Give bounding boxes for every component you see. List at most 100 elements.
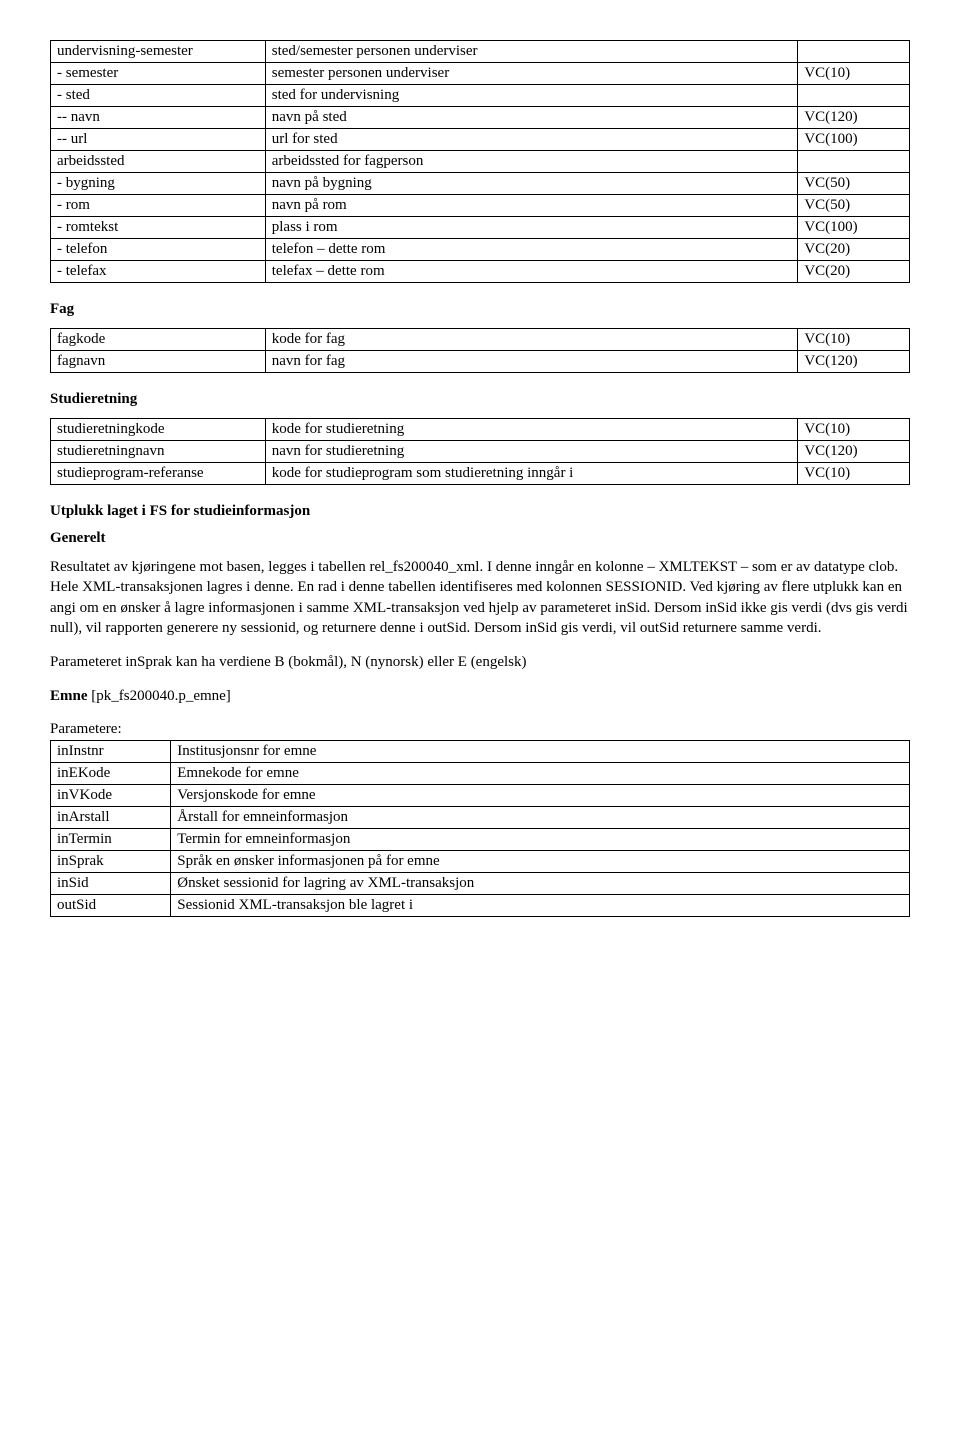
table-row: inVKodeVersjonskode for emne: [51, 784, 910, 806]
cell: [798, 151, 910, 173]
cell: inVKode: [51, 784, 171, 806]
cell: inSprak: [51, 850, 171, 872]
cell: outSid: [51, 894, 171, 916]
table-fagperson: undervisning-semestersted/semester perso…: [50, 40, 910, 283]
table-row: inSprakSpråk en ønsker informasjonen på …: [51, 850, 910, 872]
cell: VC(100): [798, 217, 910, 239]
cell: arbeidssted: [51, 151, 266, 173]
cell: - sted: [51, 85, 266, 107]
heading-parametere: Parametere:: [50, 721, 910, 738]
cell: Institusjonsnr for emne: [171, 740, 910, 762]
table-row: - telefaxtelefax – dette romVC(20): [51, 261, 910, 283]
cell: VC(50): [798, 173, 910, 195]
table-row: - romtekstplass i romVC(100): [51, 217, 910, 239]
table-row: studieprogram-referansekode for studiepr…: [51, 463, 910, 485]
cell: kode for fag: [265, 329, 798, 351]
cell: sted/semester personen underviser: [265, 41, 798, 63]
cell: inTermin: [51, 828, 171, 850]
cell: inArstall: [51, 806, 171, 828]
table-parametere: inInstnrInstitusjonsnr for emne inEKodeE…: [50, 740, 910, 917]
table-row: studieretningnavnnavn for studieretningV…: [51, 441, 910, 463]
cell: inSid: [51, 872, 171, 894]
heading-emne: Emne [pk_fs200040.p_emne]: [50, 686, 910, 706]
cell: semester personen underviser: [265, 63, 798, 85]
cell: inInstnr: [51, 740, 171, 762]
cell: VC(50): [798, 195, 910, 217]
cell: navn på rom: [265, 195, 798, 217]
cell: Emnekode for emne: [171, 762, 910, 784]
cell: -- url: [51, 129, 266, 151]
table-row: - bygningnavn på bygningVC(50): [51, 173, 910, 195]
table-row: arbeidsstedarbeidssted for fagperson: [51, 151, 910, 173]
cell: - rom: [51, 195, 266, 217]
cell: Språk en ønsker informasjonen på for emn…: [171, 850, 910, 872]
heading-utplukk: Utplukk laget i FS for studieinformasjon: [50, 503, 910, 520]
table-studieretning: studieretningkodekode for studieretningV…: [50, 418, 910, 485]
cell: kode for studieretning: [265, 419, 798, 441]
table-row: inTerminTermin for emneinformasjon: [51, 828, 910, 850]
table-row: inEKodeEmnekode for emne: [51, 762, 910, 784]
cell: - telefax: [51, 261, 266, 283]
cell: VC(120): [798, 351, 910, 373]
cell: VC(10): [798, 63, 910, 85]
cell: sted for undervisning: [265, 85, 798, 107]
cell: VC(10): [798, 419, 910, 441]
table-row: - telefontelefon – dette romVC(20): [51, 239, 910, 261]
cell: - telefon: [51, 239, 266, 261]
cell: [798, 41, 910, 63]
heading-generelt: Generelt: [50, 530, 910, 547]
cell: VC(120): [798, 441, 910, 463]
cell: - romtekst: [51, 217, 266, 239]
cell: navn på bygning: [265, 173, 798, 195]
cell: Termin for emneinformasjon: [171, 828, 910, 850]
table-row: studieretningkodekode for studieretningV…: [51, 419, 910, 441]
cell: telefon – dette rom: [265, 239, 798, 261]
cell: VC(10): [798, 329, 910, 351]
cell: navn for fag: [265, 351, 798, 373]
cell: navn på sted: [265, 107, 798, 129]
paragraph-insprak: Parameteret inSprak kan ha verdiene B (b…: [50, 652, 910, 672]
cell: studieprogram-referanse: [51, 463, 266, 485]
heading-fag: Fag: [50, 301, 910, 318]
cell: inEKode: [51, 762, 171, 784]
cell: - bygning: [51, 173, 266, 195]
table-row: fagnavnnavn for fagVC(120): [51, 351, 910, 373]
table-row: inSidØnsket sessionid for lagring av XML…: [51, 872, 910, 894]
cell: -- navn: [51, 107, 266, 129]
table-row: - romnavn på romVC(50): [51, 195, 910, 217]
cell: [798, 85, 910, 107]
cell: fagnavn: [51, 351, 266, 373]
emne-code: [pk_fs200040.p_emne]: [88, 688, 231, 704]
cell: Årstall for emneinformasjon: [171, 806, 910, 828]
paragraph-description: Resultatet av kjøringene mot basen, legg…: [50, 557, 910, 638]
table-fag: fagkodekode for fagVC(10) fagnavnnavn fo…: [50, 328, 910, 373]
table-row: -- urlurl for stedVC(100): [51, 129, 910, 151]
cell: navn for studieretning: [265, 441, 798, 463]
cell: arbeidssted for fagperson: [265, 151, 798, 173]
cell: VC(20): [798, 239, 910, 261]
cell: url for sted: [265, 129, 798, 151]
cell: Ønsket sessionid for lagring av XML-tran…: [171, 872, 910, 894]
cell: VC(100): [798, 129, 910, 151]
cell: VC(10): [798, 463, 910, 485]
table-row: -- navnnavn på stedVC(120): [51, 107, 910, 129]
cell: plass i rom: [265, 217, 798, 239]
cell: studieretningkode: [51, 419, 266, 441]
cell: VC(120): [798, 107, 910, 129]
cell: VC(20): [798, 261, 910, 283]
cell: telefax – dette rom: [265, 261, 798, 283]
cell: studieretningnavn: [51, 441, 266, 463]
cell: undervisning-semester: [51, 41, 266, 63]
heading-studieretning: Studieretning: [50, 391, 910, 408]
cell: Versjonskode for emne: [171, 784, 910, 806]
cell: kode for studieprogram som studieretning…: [265, 463, 798, 485]
table-row: fagkodekode for fagVC(10): [51, 329, 910, 351]
table-row: - semestersemester personen underviserVC…: [51, 63, 910, 85]
cell: - semester: [51, 63, 266, 85]
table-row: inInstnrInstitusjonsnr for emne: [51, 740, 910, 762]
cell: Sessionid XML-transaksjon ble lagret i: [171, 894, 910, 916]
table-row: undervisning-semestersted/semester perso…: [51, 41, 910, 63]
table-row: inArstallÅrstall for emneinformasjon: [51, 806, 910, 828]
table-row: outSidSessionid XML-transaksjon ble lagr…: [51, 894, 910, 916]
cell: fagkode: [51, 329, 266, 351]
